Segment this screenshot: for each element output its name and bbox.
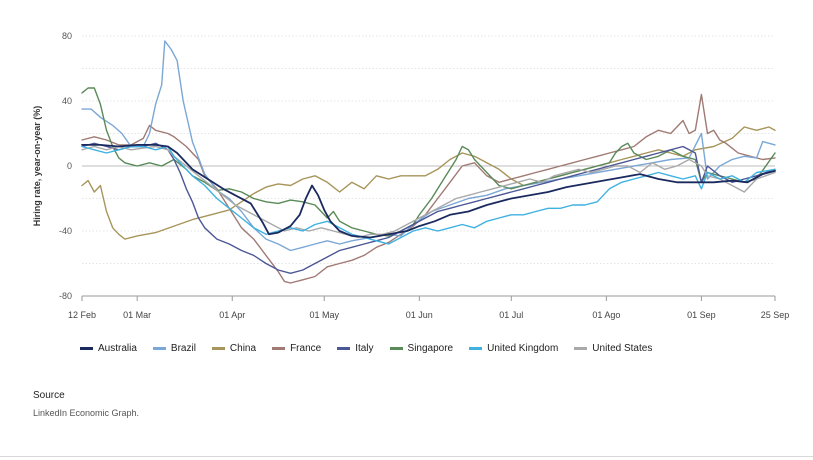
legend-swatch xyxy=(337,347,351,350)
source-title: Source xyxy=(33,390,65,401)
y-tick-label: 0 xyxy=(67,161,72,171)
legend-label: France xyxy=(290,343,322,354)
legend-swatch xyxy=(80,347,93,350)
series-line-italy xyxy=(81,142,776,274)
legend-swatch xyxy=(272,347,286,350)
line-chart: 80 40 0 -40 -80 12 Feb 01 Mar 01 Apr 01 May 01 J… xyxy=(32,31,789,320)
series-line-china xyxy=(81,126,776,240)
bottom-divider xyxy=(0,456,813,457)
legend-label: Singapore xyxy=(407,343,454,354)
legend-label: United States xyxy=(592,343,653,354)
x-tick-label: 01 Jul xyxy=(499,310,523,320)
x-tick-label: 01 Ago xyxy=(592,310,620,320)
legend-item-italy: Italy xyxy=(337,343,374,354)
legend-item-australia: Australia xyxy=(80,343,137,354)
x-tick-label: 01 Jun xyxy=(406,310,433,320)
y-tick-label: -40 xyxy=(59,226,72,236)
x-tick-label: 01 Sep xyxy=(687,310,716,320)
legend-swatch xyxy=(389,347,403,350)
legend-item-brazil: Brazil xyxy=(152,343,196,354)
legend-item-france: France xyxy=(272,343,321,354)
y-tick-label: 40 xyxy=(62,96,72,106)
legend-label: Italy xyxy=(355,343,374,354)
series-lines xyxy=(81,40,776,284)
legend-swatch xyxy=(211,347,225,350)
legend-item-united-kingdom: United Kingdom xyxy=(469,343,558,354)
grid-lines xyxy=(82,35,775,297)
x-tick-label: 01 May xyxy=(309,310,339,320)
x-tick-label: 25 Sep xyxy=(761,310,790,320)
y-tick-label: 80 xyxy=(62,31,72,41)
x-tick-label: 01 Mar xyxy=(123,310,151,320)
legend-label: China xyxy=(229,343,257,354)
legend-label: Australia xyxy=(98,343,137,354)
chart-legend: Australia Brazil China France Italy Singapore… xyxy=(80,343,652,354)
legend-item-singapore: Singapore xyxy=(389,343,454,354)
series-line-united-kingdom xyxy=(81,145,776,245)
y-axis: 80 40 0 -40 -80 xyxy=(59,31,72,301)
series-line-australia xyxy=(81,144,776,239)
legend-item-united-states: United States xyxy=(574,343,652,354)
source-text: LinkedIn Economic Graph. xyxy=(33,408,140,418)
x-tick-label: 12 Feb xyxy=(68,310,96,320)
series-line-france xyxy=(81,93,776,284)
legend-item-china: China xyxy=(211,343,257,354)
series-line-brazil xyxy=(81,40,776,252)
legend-label: Brazil xyxy=(170,343,196,354)
x-tick-label: 01 Apr xyxy=(219,310,245,320)
legend-swatch xyxy=(574,347,588,350)
series-line-united-states xyxy=(81,145,776,239)
y-axis-label: Hiring rate, year-on-year (%) xyxy=(32,106,42,227)
x-axis: 12 Feb 01 Mar 01 Apr 01 May 01 Jun 01 Jul 01 A… xyxy=(68,296,789,320)
legend-swatch xyxy=(152,347,166,350)
y-tick-label: -80 xyxy=(59,291,72,301)
legend-label: United Kingdom xyxy=(487,343,559,354)
legend-swatch xyxy=(469,347,483,350)
